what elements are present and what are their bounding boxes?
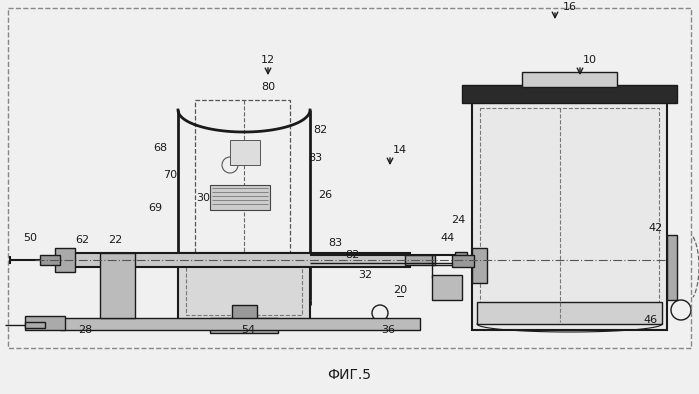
Bar [55,248,75,272]
Text: 26: 26 [318,190,332,200]
Text: 46: 46 [643,315,657,325]
Text: 10: 10 [583,55,597,65]
Text: 50: 50 [23,233,37,243]
Bar [230,140,260,165]
Text: 22: 22 [108,235,122,245]
Bar [432,275,462,300]
Bar [210,185,270,210]
Bar [452,255,474,267]
Bar [480,108,659,322]
Text: 28: 28 [78,325,92,335]
Text: 14: 14 [393,145,407,155]
Text: 82: 82 [313,125,327,135]
Text: 30: 30 [196,193,210,203]
Text: 36: 36 [381,325,395,335]
Bar [25,322,45,328]
Bar [40,255,60,265]
Text: 68: 68 [153,143,167,153]
Text: 20: 20 [393,285,407,295]
Text: 24: 24 [451,215,465,225]
Bar [186,261,302,315]
Text: 70: 70 [163,170,177,180]
Text: 16: 16 [563,2,577,12]
Bar [195,100,290,280]
Text: 54: 54 [241,325,255,335]
Bar [8,8,691,348]
Text: 83: 83 [308,153,322,163]
Bar [472,100,667,330]
Text: 83: 83 [328,238,342,248]
Bar [100,253,135,318]
Bar [405,255,435,265]
Text: 12: 12 [261,55,275,65]
Text: 32: 32 [358,270,372,280]
Bar [522,72,617,87]
Bar [667,235,677,300]
Bar [210,318,278,333]
Bar [178,253,310,323]
Bar [462,85,677,103]
Text: ФИГ.5: ФИГ.5 [327,368,371,382]
Text: 62: 62 [75,235,89,245]
Bar [60,253,410,267]
Text: 80: 80 [261,82,275,92]
Bar [477,302,662,324]
Text: 44: 44 [441,233,455,243]
Bar [472,248,487,283]
Bar [60,318,420,330]
Text: 82: 82 [345,250,359,260]
Bar [455,252,467,266]
Text: 42: 42 [649,223,663,233]
Bar [25,316,65,330]
Bar [232,305,257,320]
Text: 69: 69 [148,203,162,213]
